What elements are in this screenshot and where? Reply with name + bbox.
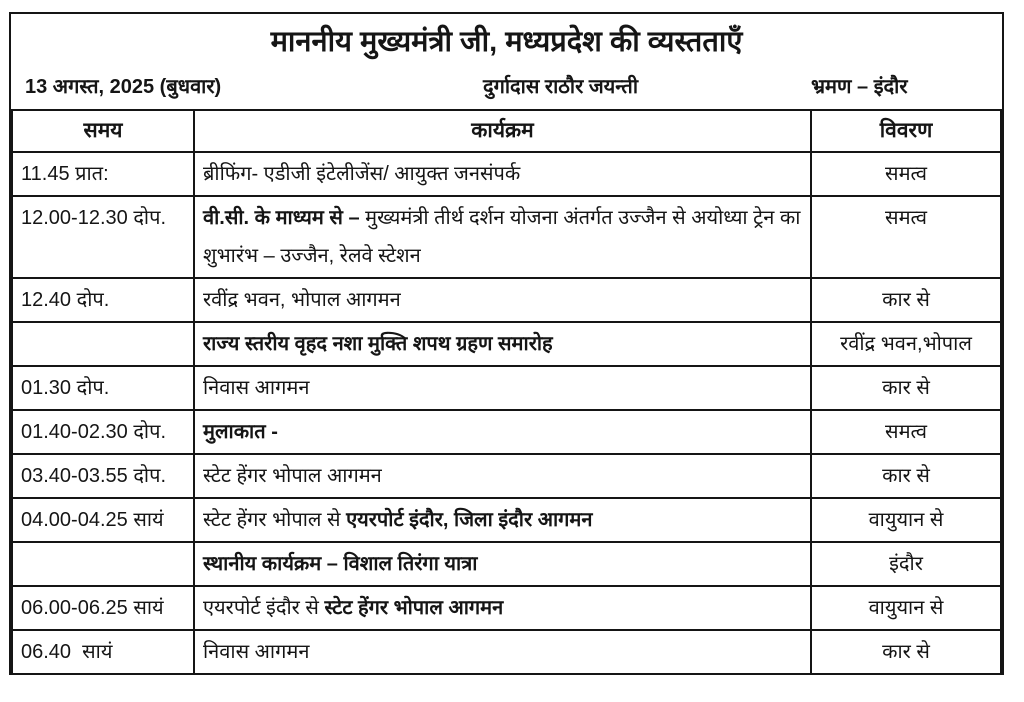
schedule-table-head: समय कार्यक्रम विवरण xyxy=(11,109,1002,153)
detail-cell: कार से xyxy=(810,453,1002,499)
column-header-2: विवरण xyxy=(810,109,1002,153)
time-cell: 12.00-12.30 दोप. xyxy=(11,195,195,279)
document-header: माननीय मुख्यमंत्री जी, मध्यप्रदेश की व्य… xyxy=(11,14,1002,109)
detail-cell: समत्व xyxy=(810,195,1002,279)
table-row: राज्य स्तरीय वृहद नशा मुक्ति शपथ ग्रहण स… xyxy=(11,321,1002,367)
detail-cell: समत्व xyxy=(810,409,1002,455)
program-text-bold: स्टेट हेंगर भोपाल आगमन xyxy=(324,597,504,619)
table-row: 01.30 दोप. निवास आगमन कार से xyxy=(11,365,1002,411)
program-cell: रवींद्र भवन, भोपाल आगमन xyxy=(193,277,812,323)
time-cell: 11.45 प्रात: xyxy=(11,151,195,197)
program-cell: स्टेट हेंगर भोपाल से एयरपोर्ट इंदौर, जिल… xyxy=(193,497,812,543)
detail-cell: कार से xyxy=(810,277,1002,323)
program-cell: स्टेट हेंगर भोपाल आगमन xyxy=(193,453,812,499)
page-title: माननीय मुख्यमंत्री जी, मध्यप्रदेश की व्य… xyxy=(270,26,743,58)
detail-cell: इंदौर xyxy=(810,541,1002,587)
program-text-bold: स्थानीय कार्यक्रम – विशाल तिरंगा यात्रा xyxy=(203,553,478,575)
time-cell: 04.00-04.25 सायं xyxy=(11,497,195,543)
schedule-table: समय कार्यक्रम विवरण 11.45 प्रात: ब्रीफिंग- … xyxy=(11,109,1002,675)
table-row: 12.40 दोप. रवींद्र भवन, भोपाल आगमन कार से xyxy=(11,277,1002,323)
table-row: 06.00-06.25 सायं एयरपोर्ट इंदौर से स्टेट … xyxy=(11,585,1002,631)
program-text-bold: मुलाकात - xyxy=(203,421,278,443)
program-text: स्टेट हेंगर भोपाल से xyxy=(203,509,347,531)
program-text: ब्रीफिंग- एडीजी इंटेलीजेंस/ आयुक्त जनसंप… xyxy=(203,163,521,185)
column-header-1: कार्यक्रम xyxy=(193,109,812,153)
program-text: रवींद्र भवन, भोपाल आगमन xyxy=(203,289,401,311)
detail-cell: कार से xyxy=(810,365,1002,411)
time-cell: 03.40-03.55 दोप. xyxy=(11,453,195,499)
program-text: मुख्यमंत्री तीर्थ दर्शन योजना अंतर्गत उज… xyxy=(203,207,801,267)
schedule-date: 13 अगस्त, 2025 (बुधवार) xyxy=(25,76,222,98)
table-row: 04.00-04.25 सायं स्टेट हेंगर भोपाल से एयर… xyxy=(11,497,1002,543)
column-header-0: समय xyxy=(11,109,195,153)
detail-cell: रवींद्र भवन,भोपाल xyxy=(810,321,1002,367)
program-text-bold: राज्य स्तरीय वृहद नशा मुक्ति शपथ ग्रहण स… xyxy=(203,333,553,355)
program-cell: ब्रीफिंग- एडीजी इंटेलीजेंस/ आयुक्त जनसंप… xyxy=(193,151,812,197)
program-text-bold: वी.सी. के माध्यम से – xyxy=(203,207,366,229)
schedule-table-body: 11.45 प्रात: ब्रीफिंग- एडीजी इंटेलीजेंस/ … xyxy=(11,151,1002,675)
header-row: समय कार्यक्रम विवरण xyxy=(11,109,1002,153)
table-row: 11.45 प्रात: ब्रीफिंग- एडीजी इंटेलीजेंस/ … xyxy=(11,151,1002,197)
table-row: 12.00-12.30 दोप. वी.सी. के माध्यम से – मु… xyxy=(11,195,1002,279)
program-cell: निवास आगमन xyxy=(193,365,812,411)
program-text: निवास आगमन xyxy=(203,641,310,663)
document-sheet: माननीय मुख्यमंत्री जी, मध्यप्रदेश की व्य… xyxy=(9,12,1004,675)
table-row: स्थानीय कार्यक्रम – विशाल तिरंगा यात्रा इ… xyxy=(11,541,1002,587)
time-cell: 01.30 दोप. xyxy=(11,365,195,411)
program-text: स्टेट हेंगर भोपाल आगमन xyxy=(203,465,382,487)
time-cell: 01.40-02.30 दोप. xyxy=(11,409,195,455)
table-row: 01.40-02.30 दोप. मुलाकात - समत्व xyxy=(11,409,1002,455)
program-cell: एयरपोर्ट इंदौर से स्टेट हेंगर भोपाल आगमन xyxy=(193,585,812,631)
detail-cell: वायुयान से xyxy=(810,497,1002,543)
program-cell: स्थानीय कार्यक्रम – विशाल तिरंगा यात्रा xyxy=(193,541,812,587)
time-cell: 06.00-06.25 सायं xyxy=(11,585,195,631)
header-meta-row: 13 अगस्त, 2025 (बुधवार) दुर्गादास राठौर … xyxy=(11,72,1002,104)
time-cell: 12.40 दोप. xyxy=(11,277,195,323)
time-cell xyxy=(11,321,195,367)
trip-location-label: भ्रमण – इंदौर xyxy=(811,76,908,98)
program-cell: मुलाकात - xyxy=(193,409,812,455)
table-row: 03.40-03.55 दोप. स्टेट हेंगर भोपाल आगमन का… xyxy=(11,453,1002,499)
detail-cell: समत्व xyxy=(810,151,1002,197)
day-event-label: दुर्गादास राठौर जयन्ती xyxy=(483,76,639,98)
schedule-table-wrapper: समय कार्यक्रम विवरण 11.45 प्रात: ब्रीफिंग- … xyxy=(11,109,1002,675)
program-text: निवास आगमन xyxy=(203,377,310,399)
time-cell xyxy=(11,541,195,587)
program-text-bold: एयरपोर्ट इंदौर, जिला इंदौर आगमन xyxy=(346,509,593,531)
table-row: 06.40 सायं निवास आगमन कार से xyxy=(11,629,1002,675)
detail-cell: कार से xyxy=(810,629,1002,675)
program-cell: राज्य स्तरीय वृहद नशा मुक्ति शपथ ग्रहण स… xyxy=(193,321,812,367)
program-cell: निवास आगमन xyxy=(193,629,812,675)
time-cell: 06.40 सायं xyxy=(11,629,195,675)
program-cell: वी.सी. के माध्यम से – मुख्यमंत्री तीर्थ … xyxy=(193,195,812,279)
detail-cell: वायुयान से xyxy=(810,585,1002,631)
program-text: एयरपोर्ट इंदौर से xyxy=(203,597,325,619)
